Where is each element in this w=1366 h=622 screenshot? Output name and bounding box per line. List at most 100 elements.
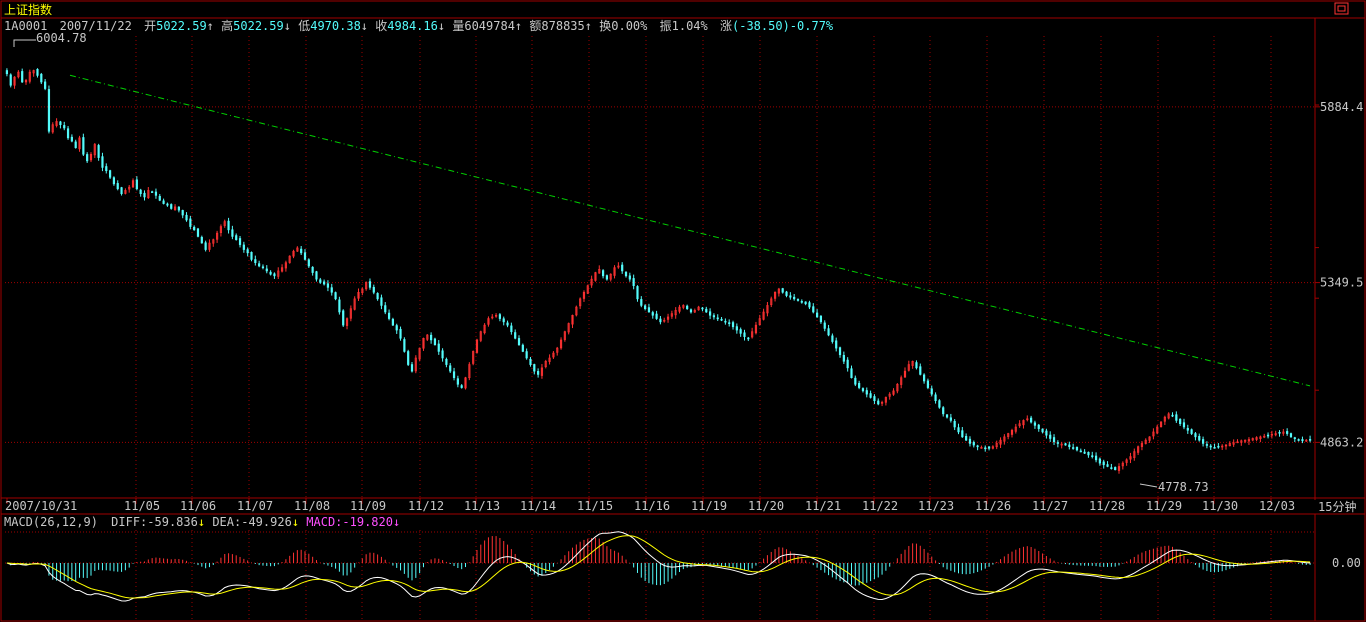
candle-body xyxy=(663,319,666,322)
candle-body xyxy=(1087,451,1090,456)
candle-body xyxy=(491,316,494,319)
candle-body xyxy=(514,332,517,339)
candle-body xyxy=(815,312,819,318)
candle-body xyxy=(525,351,528,359)
x-tick-label: 11/30 xyxy=(1202,499,1238,513)
grid-layer xyxy=(5,36,1320,621)
candle-body xyxy=(1175,414,1178,421)
candle-body xyxy=(391,318,394,326)
candle-body xyxy=(51,124,54,133)
x-tick-label: 11/20 xyxy=(748,499,784,513)
candle-body xyxy=(571,314,574,325)
candle-body xyxy=(403,339,406,352)
candle-body xyxy=(754,324,758,334)
candle-body xyxy=(582,291,586,299)
candle-body xyxy=(999,439,1002,445)
candle-body xyxy=(1152,431,1155,437)
candle-body xyxy=(1091,455,1094,457)
candle-body xyxy=(112,177,116,185)
candle-body xyxy=(13,76,16,86)
candle-body xyxy=(124,190,127,194)
candle-body xyxy=(540,367,544,376)
candle-body xyxy=(892,390,895,395)
candle-layer xyxy=(5,68,1312,474)
candle-body xyxy=(1030,417,1033,423)
candle-body xyxy=(1224,444,1228,447)
candle-body xyxy=(831,335,834,342)
low-label: 低 xyxy=(298,19,310,33)
candle-body xyxy=(273,273,276,277)
candle-body xyxy=(770,298,773,305)
candle-body xyxy=(1056,442,1059,444)
close-label: 收 xyxy=(375,19,387,33)
candle-body xyxy=(1171,414,1174,417)
candle-body xyxy=(410,364,414,372)
period-label[interactable]: 15分钟 xyxy=(1318,499,1356,514)
candle-body xyxy=(311,266,314,273)
info-date: 2007/11/22 xyxy=(60,19,132,33)
candle-body xyxy=(365,282,368,290)
candle-body xyxy=(796,299,800,301)
candle-body xyxy=(938,400,941,408)
candle-body xyxy=(609,273,612,280)
macd-indicator-label: MACD(26,12,9) xyxy=(4,515,98,529)
candle-body xyxy=(368,281,372,288)
candle-body xyxy=(277,270,280,277)
candle-body xyxy=(216,232,219,240)
candle-body xyxy=(1190,429,1193,434)
candle-body xyxy=(559,339,563,349)
amplitude-value: 1.04% xyxy=(672,19,709,33)
candle-body xyxy=(1255,437,1258,440)
x-tick-label: 11/19 xyxy=(691,499,727,513)
open-arrow: ↑ xyxy=(207,19,214,33)
candle-body xyxy=(731,322,735,328)
x-tick-label: 11/08 xyxy=(294,499,330,513)
candle-body xyxy=(1156,426,1159,434)
candle-body xyxy=(689,309,693,313)
candle-body xyxy=(850,368,853,379)
close-value: 4984.16 xyxy=(387,19,438,33)
candle-body xyxy=(758,318,761,326)
diff-arrow: ↓ xyxy=(198,515,205,529)
candle-body xyxy=(1037,424,1040,429)
candle-body xyxy=(1167,413,1170,419)
x-tick-label: 11/13 xyxy=(464,499,500,513)
candle-body xyxy=(9,74,12,86)
dea-label: DEA:-49.926 xyxy=(212,515,291,529)
turnover-value: 0.00% xyxy=(611,19,648,33)
candle-body xyxy=(1022,420,1025,426)
candle-body xyxy=(647,307,651,313)
candle-body xyxy=(972,442,975,446)
candle-body xyxy=(976,445,979,448)
x-tick-label: 11/27 xyxy=(1032,499,1068,513)
candle-body xyxy=(728,322,731,324)
candle-body xyxy=(235,235,238,241)
candle-body xyxy=(1308,439,1312,441)
candle-body xyxy=(494,314,498,317)
candle-body xyxy=(1079,450,1082,453)
candle-body xyxy=(598,268,601,274)
restore-icon[interactable] xyxy=(1334,2,1349,15)
x-tick-label: 11/22 xyxy=(862,499,898,513)
candle-body xyxy=(433,338,437,346)
candle-body xyxy=(537,371,540,375)
candle-body xyxy=(846,359,849,369)
candle-body xyxy=(651,312,654,316)
candle-body xyxy=(89,153,93,161)
macd-arrow: ↓ xyxy=(393,515,400,529)
candle-body xyxy=(97,145,100,158)
candle-body xyxy=(166,203,169,206)
candle-body xyxy=(1068,444,1071,448)
candle-body xyxy=(1052,437,1056,443)
candle-body xyxy=(139,189,142,195)
x-tick-labels: 2007/10/31 11/05 11/06 11/07 11/08 11/09 11/12… xyxy=(5,499,1295,513)
candle-body xyxy=(170,204,173,209)
candle-body xyxy=(74,141,77,149)
candle-body xyxy=(498,314,502,319)
candle-body xyxy=(32,70,35,74)
candle-body xyxy=(242,244,245,250)
candle-body xyxy=(601,270,605,277)
candle-body xyxy=(1102,461,1105,466)
info-bar: 1A0001 2007/11/22 开5022.59↑ 高5022.59↓ 低4… xyxy=(4,18,834,33)
